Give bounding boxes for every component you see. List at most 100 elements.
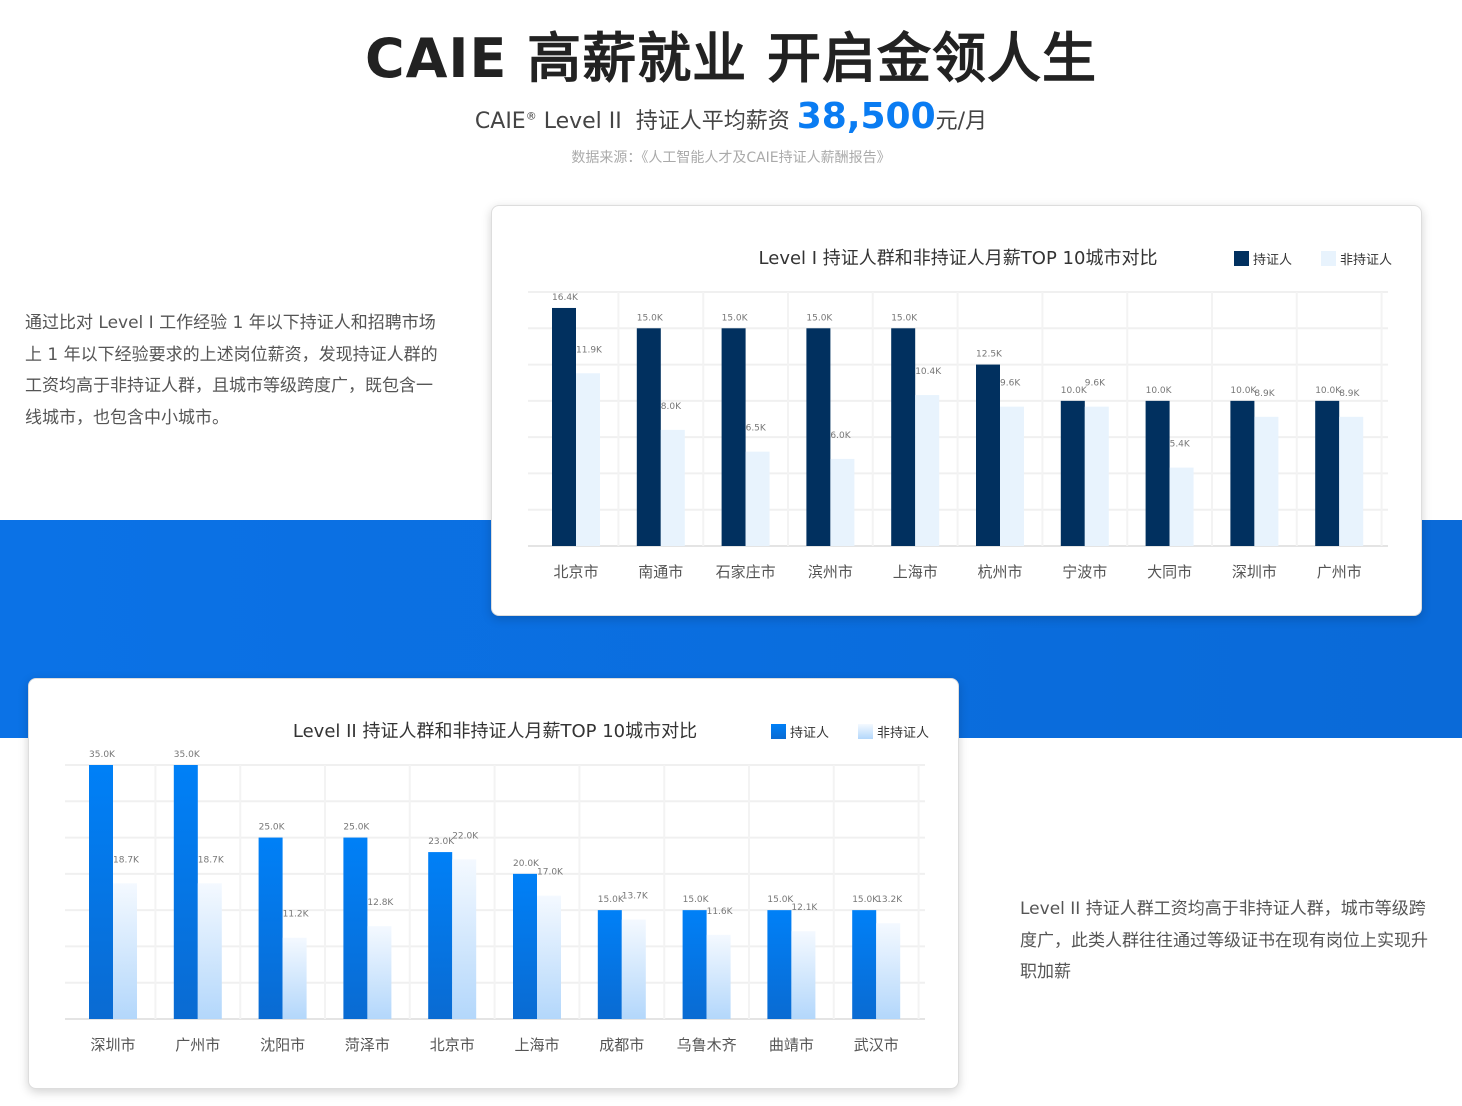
- data-label: 15.0K: [722, 313, 749, 323]
- category-label: 成都市: [599, 1036, 644, 1054]
- bar-certified: [343, 837, 368, 1019]
- bar-non-certified: [1339, 416, 1364, 546]
- legend-swatch: [771, 724, 786, 739]
- bar-non-certified: [1254, 416, 1279, 546]
- bar-certified: [976, 364, 1000, 546]
- category-label: 滨州市: [808, 563, 853, 581]
- bar-certified: [597, 910, 622, 1019]
- bar-non-certified: [1169, 467, 1194, 546]
- category-label: 石家庄市: [716, 563, 776, 581]
- data-label: 10.0K: [1230, 386, 1257, 396]
- bar-non-certified: [367, 926, 392, 1019]
- legend-swatch: [1321, 251, 1336, 266]
- bar-non-certified: [576, 373, 600, 546]
- subtitle-brand: CAIE: [474, 109, 526, 134]
- bar-non-certified: [197, 883, 222, 1019]
- data-label: 17.0K: [537, 868, 564, 878]
- category-label: 沈阳市: [260, 1036, 305, 1054]
- bar-certified: [173, 765, 198, 1019]
- bar-certified: [852, 910, 877, 1019]
- data-label: 10.4K: [915, 367, 942, 377]
- bar-non-certified: [830, 458, 855, 546]
- data-label: 15.0K: [767, 895, 794, 905]
- data-label: 9.6K: [1000, 379, 1021, 389]
- data-label: 25.0K: [259, 823, 286, 833]
- data-label: 12.5K: [976, 350, 1003, 360]
- data-label: 5.4K: [1170, 440, 1191, 450]
- data-label: 22.0K: [452, 831, 479, 841]
- category-label: 武汉市: [854, 1036, 899, 1054]
- level1-description: 通过比对 Level I 工作经验 1 年以下持证人和招聘市场 上 1 年以下经…: [25, 313, 438, 428]
- legend-swatch: [858, 724, 873, 739]
- data-label: 8.9K: [1254, 389, 1275, 399]
- data-label: 6.5K: [746, 424, 767, 434]
- data-label: 15.0K: [683, 895, 710, 905]
- average-salary: 38,500: [796, 96, 936, 137]
- bar-certified: [552, 307, 576, 546]
- page-title: CAIE 高薪就业 开启金领人生: [364, 27, 1097, 90]
- bar-non-certified: [791, 931, 816, 1019]
- category-label: 广州市: [175, 1036, 220, 1054]
- data-label: 25.0K: [343, 823, 370, 833]
- subtitle: CAIE® Level II 持证人平均薪资 38,500元/月: [0, 96, 1462, 137]
- data-label: 23.0K: [428, 837, 455, 847]
- data-label: 12.8K: [367, 898, 394, 908]
- data-label: 6.0K: [830, 431, 851, 441]
- salary-unit: 元/月: [935, 109, 988, 134]
- data-label: 18.7K: [198, 855, 225, 865]
- category-label: 北京市: [553, 563, 598, 581]
- legend-label: 持证人: [790, 726, 829, 741]
- data-label: 9.6K: [1085, 379, 1106, 389]
- bar-certified: [682, 910, 707, 1019]
- data-label: 13.2K: [876, 895, 903, 905]
- level2-chart-card: Level II 持证人群和非持证人月薪TOP 10城市对比 持证人 非持证人 35.…: [28, 678, 959, 1089]
- bar-non-certified: [915, 395, 940, 546]
- bar-certified: [891, 328, 916, 546]
- chart-title: Level I 持证人群和非持证人月薪TOP 10城市对比: [759, 248, 1158, 269]
- data-label: 8.0K: [661, 402, 682, 412]
- data-label: 35.0K: [174, 750, 201, 760]
- bar-certified: [258, 837, 283, 1019]
- category-label: 宁波市: [1062, 563, 1107, 581]
- data-label: 11.9K: [576, 345, 603, 355]
- chart-title: Level II 持证人群和非持证人月薪TOP 10城市对比: [293, 721, 697, 742]
- bar-non-certified: [452, 859, 477, 1019]
- category-label: 乌鲁木齐: [677, 1036, 737, 1054]
- legend-swatch: [1234, 251, 1249, 266]
- registered-mark: ®: [525, 109, 537, 123]
- data-label: 15.0K: [891, 313, 918, 323]
- data-label: 20.0K: [513, 859, 540, 869]
- data-label: 15.0K: [806, 313, 833, 323]
- category-label: 曲靖市: [769, 1036, 814, 1054]
- data-label: 18.7K: [113, 855, 140, 865]
- data-label: 10.0K: [1146, 386, 1173, 396]
- level2-chart: Level II 持证人群和非持证人月薪TOP 10城市对比 持证人 非持证人 35.…: [65, 721, 929, 1054]
- bar-non-certified: [745, 451, 770, 546]
- data-label: 15.0K: [598, 895, 625, 905]
- bar-non-certified: [282, 937, 307, 1019]
- bar-non-certified: [1084, 406, 1109, 546]
- bar-certified: [428, 852, 453, 1019]
- category-label: 南通市: [638, 563, 683, 581]
- category-label: 北京市: [430, 1036, 475, 1054]
- category-label: 深圳市: [90, 1036, 135, 1054]
- bar-certified: [636, 328, 661, 546]
- category-label: 杭州市: [977, 563, 1022, 581]
- data-label: 35.0K: [89, 750, 116, 760]
- category-label: 大同市: [1147, 563, 1192, 581]
- bar-non-certified: [660, 429, 685, 546]
- category-label: 菏泽市: [345, 1036, 390, 1054]
- bar-non-certified: [876, 923, 901, 1019]
- data-source: 数据来源：《人工智能人才及CAIE持证人薪酬报告》: [571, 150, 891, 166]
- bar-certified: [1145, 400, 1170, 546]
- data-label: 15.0K: [637, 313, 664, 323]
- data-label: 11.6K: [707, 907, 734, 917]
- category-label: 上海市: [893, 563, 938, 581]
- data-label: 15.0K: [852, 895, 879, 905]
- bar-certified: [767, 910, 792, 1019]
- bar-non-certified: [113, 883, 137, 1019]
- legend-label: 非持证人: [1340, 253, 1392, 268]
- legend-label: 持证人: [1253, 253, 1292, 268]
- bar-non-certified: [1000, 406, 1024, 546]
- bar-non-certified: [706, 934, 731, 1019]
